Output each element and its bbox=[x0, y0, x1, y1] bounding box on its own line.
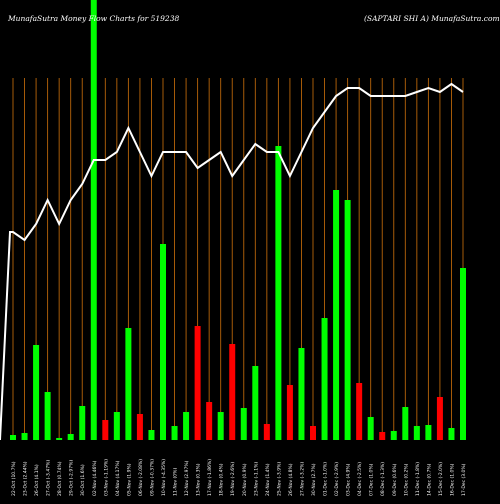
money-flow-bar bbox=[252, 366, 259, 440]
money-flow-bar bbox=[286, 385, 293, 440]
x-tick-label: 25-Nov (-3.9%) bbox=[276, 462, 282, 496]
money-flow-bar bbox=[460, 268, 466, 440]
x-tick-label: 23-Oct (2.44%) bbox=[23, 461, 29, 496]
money-flow-bar bbox=[44, 392, 51, 440]
x-tick-label: 17-Nov (-1.86%) bbox=[207, 459, 213, 496]
x-tick-label: 06-Nov (-2.08%) bbox=[138, 459, 144, 496]
x-tick-label: 10-Dec (0.2%) bbox=[403, 463, 409, 496]
x-tick-label: 03-Dec (4.9%) bbox=[346, 463, 352, 496]
x-tick-label: 28-Oct (0.74%) bbox=[57, 461, 63, 496]
x-tick-label: 08-Dec (-1.3%) bbox=[380, 462, 386, 496]
money-flow-bar bbox=[356, 383, 363, 440]
money-flow-bar bbox=[229, 344, 236, 440]
x-tick-label: 04-Dec (-2.5%) bbox=[357, 462, 363, 496]
money-flow-bar bbox=[33, 345, 40, 440]
money-flow-bar bbox=[217, 412, 224, 440]
x-tick-label: 11-Dec (-1.8%) bbox=[415, 462, 421, 496]
money-flow-bar bbox=[113, 412, 120, 440]
x-tick-label: 01-Dec (-1.0%) bbox=[323, 462, 329, 496]
money-flow-bar bbox=[448, 428, 455, 440]
x-tick-label: 27-Nov (-3.2%) bbox=[299, 462, 305, 496]
money-flow-bar bbox=[425, 425, 432, 440]
x-tick-label: 14-Dec (0.7%) bbox=[426, 463, 432, 496]
x-tick-label: 10-Nov (-4.35%) bbox=[161, 459, 167, 496]
x-tick-label: 23-Nov (-1.1%) bbox=[253, 462, 259, 496]
money-flow-bar bbox=[436, 397, 443, 440]
money-flow-bar bbox=[183, 412, 190, 440]
money-flow-bar bbox=[413, 426, 420, 440]
x-tick-label: 24-Nov (1.4%) bbox=[265, 463, 271, 496]
chart-title-left: MunafaSutra Money Flow Charts for 519238 bbox=[8, 14, 180, 23]
x-tick-label: 26-Nov (4.8%) bbox=[288, 463, 294, 496]
chart-title-right: (SAPTARI SHI A) MunafaSutra.com bbox=[364, 14, 500, 23]
x-tick-label: 02-Dec (-2.9%) bbox=[334, 462, 340, 496]
x-tick-label: 05-Nov (1.9%) bbox=[126, 463, 132, 496]
x-tick-label: 16-Dec (1.0%) bbox=[449, 463, 455, 496]
x-tick-label: 03-Nov (-1.19%) bbox=[103, 459, 109, 496]
money-flow-bar bbox=[148, 430, 155, 440]
money-flow-bar bbox=[321, 318, 328, 440]
money-flow-bar bbox=[79, 406, 86, 440]
money-flow-bar bbox=[194, 326, 201, 440]
money-flow-bar bbox=[56, 438, 63, 440]
x-tick-label: 02-Nov (4.46%) bbox=[92, 460, 98, 496]
x-tick-label: 07-Dec (1.0%) bbox=[369, 463, 375, 496]
x-tick-label: 18-Nov (0.4%) bbox=[219, 463, 225, 496]
money-flow-bar bbox=[67, 434, 74, 440]
x-tick-label: 09-Dec (0.6%) bbox=[392, 463, 398, 496]
money-flow-bar bbox=[344, 200, 351, 440]
x-tick-label: 27-Oct (-3.47%) bbox=[46, 460, 52, 496]
money-flow-bar bbox=[21, 433, 28, 440]
x-tick-label: 19-Nov (-2.6%) bbox=[230, 462, 236, 496]
x-tick-label: 20-Nov (0.9%) bbox=[242, 463, 248, 496]
money-flow-bar bbox=[160, 244, 166, 440]
x-tick-label: 11-Nov (0%) bbox=[173, 468, 179, 496]
money-flow-bar bbox=[10, 435, 16, 440]
money-flow-bar bbox=[240, 408, 247, 440]
money-flow-bar bbox=[367, 417, 374, 440]
x-tick-label: 09-Nov (-0.37%) bbox=[149, 459, 155, 496]
x-tick-label: 30-Oct (1.6%) bbox=[80, 464, 86, 496]
money-flow-bar bbox=[310, 426, 316, 440]
money-flow-bar bbox=[102, 420, 109, 440]
money-flow-bar bbox=[390, 431, 397, 440]
x-tick-label: 30-Nov (2.7%) bbox=[311, 463, 317, 496]
money-flow-bar bbox=[171, 426, 178, 440]
x-tick-label: 13-Nov (0.3%) bbox=[196, 463, 202, 496]
money-flow-bar bbox=[275, 146, 282, 440]
money-flow-bar bbox=[298, 348, 305, 440]
money-flow-bar bbox=[136, 414, 143, 440]
x-tick-label: 04-Nov (4.17%) bbox=[115, 460, 121, 496]
x-tick-label: 26-Oct (4.1%) bbox=[34, 464, 40, 496]
x-tick-label: 17-Dec (3.0%) bbox=[461, 463, 467, 496]
money-flow-bar bbox=[379, 432, 386, 440]
money-flow-bar bbox=[125, 328, 132, 440]
x-tick-label: 15-Dec (-2.0%) bbox=[438, 462, 444, 496]
money-flow-bar bbox=[402, 407, 409, 440]
x-tick-label: 22-Oct (10.7%) bbox=[11, 461, 17, 496]
money-flow-bar bbox=[263, 424, 270, 440]
x-tick-label: 29-Oct (-2.97%) bbox=[69, 460, 75, 496]
money-flow-bar bbox=[333, 190, 340, 440]
x-tick-label: 12-Nov (2.97%) bbox=[184, 460, 190, 496]
money-flow-bar bbox=[206, 402, 213, 440]
money-flow-bar bbox=[90, 0, 97, 440]
money-flow-line bbox=[0, 82, 464, 441]
